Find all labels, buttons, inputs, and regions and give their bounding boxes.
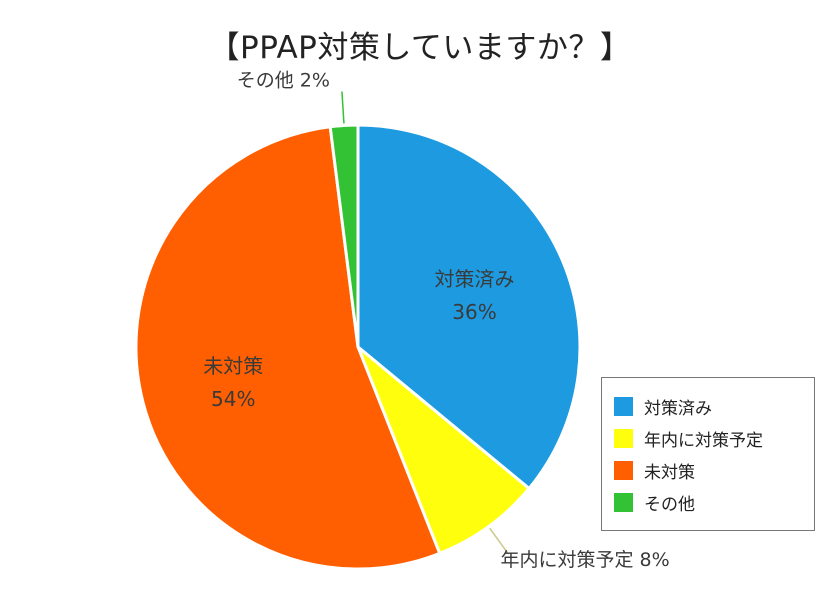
legend-item: その他 (614, 486, 814, 518)
legend-item: 未対策 (614, 454, 814, 486)
legend-label: 対策済み (644, 398, 712, 419)
pie-slice (328, 123, 360, 349)
legend: 対策済み 年内に対策予定 未対策 その他 (601, 377, 815, 531)
pie-slice (356, 123, 582, 491)
legend-swatch (614, 428, 633, 448)
legend-swatch (614, 492, 633, 512)
legend-swatch (614, 396, 633, 416)
label-leader-line (341, 91, 345, 124)
slice-label: 未対策 (203, 354, 263, 378)
legend-item: 対策済み (614, 390, 814, 422)
label-leader-line (489, 527, 510, 555)
legend-swatch (614, 460, 633, 480)
slice-label: その他 2% (237, 70, 330, 92)
legend-label: 年内に対策予定 (644, 430, 763, 451)
legend-label: 未対策 (644, 462, 695, 483)
chart-title: 【PPAP対策していますか？】 (208, 30, 632, 66)
legend-item: 年内に対策予定 (614, 422, 814, 454)
legend-label: その他 (644, 494, 695, 515)
slice-value-label: 36% (452, 300, 496, 324)
pie-slice (356, 345, 531, 555)
pie-slice (134, 125, 442, 571)
slice-value-label: 54% (211, 387, 255, 411)
slice-label: 年内に対策予定 8% (500, 549, 669, 571)
slice-label: 対策済み (435, 267, 515, 291)
